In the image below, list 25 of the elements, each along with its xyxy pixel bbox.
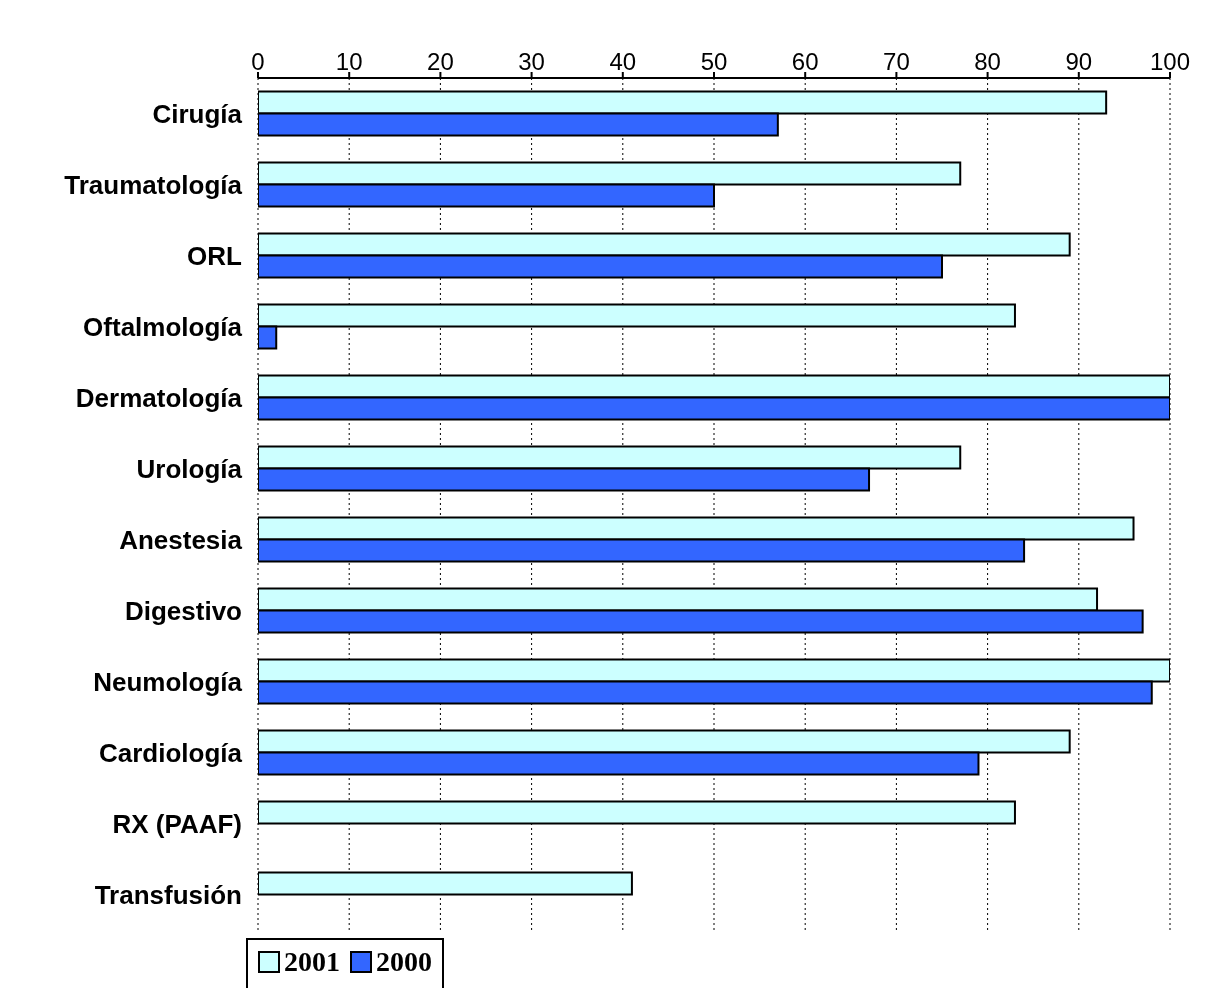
x-tick-label: 50	[700, 48, 728, 75]
y-tick-label: Urología	[136, 453, 243, 484]
y-tick-label: Cirugía	[152, 98, 243, 129]
x-tick-label: 60	[791, 48, 819, 75]
x-tick-label: 40	[609, 48, 637, 75]
x-tick-label: 70	[883, 48, 910, 75]
y-tick-label: Cardiología	[98, 737, 243, 768]
y-tick-label: Anestesia	[119, 524, 243, 555]
y-tick-label: RX (PAAF)	[112, 808, 242, 839]
y-tick-label: Neumología	[93, 666, 243, 697]
legend-label: 2000	[376, 946, 432, 978]
x-tick-label: 0	[251, 48, 265, 75]
y-tick-label: Traumatología	[64, 169, 243, 200]
x-tick-label: 20	[427, 48, 454, 75]
x-tick-label: 30	[518, 48, 545, 75]
y-tick-label: ORL	[187, 240, 243, 271]
y-tick-label: Dermatología	[75, 382, 243, 413]
x-tick-label: 80	[974, 48, 1001, 75]
y-tick-label: Transfusión	[94, 879, 242, 910]
y-tick-label: Digestivo	[124, 595, 242, 626]
legend-label: 2001	[284, 946, 340, 978]
x-tick-label: 100	[1149, 48, 1191, 75]
y-tick-label: Oftalmología	[83, 311, 243, 342]
x-tick-label: 90	[1065, 48, 1093, 75]
x-tick-label: 10	[335, 48, 363, 75]
